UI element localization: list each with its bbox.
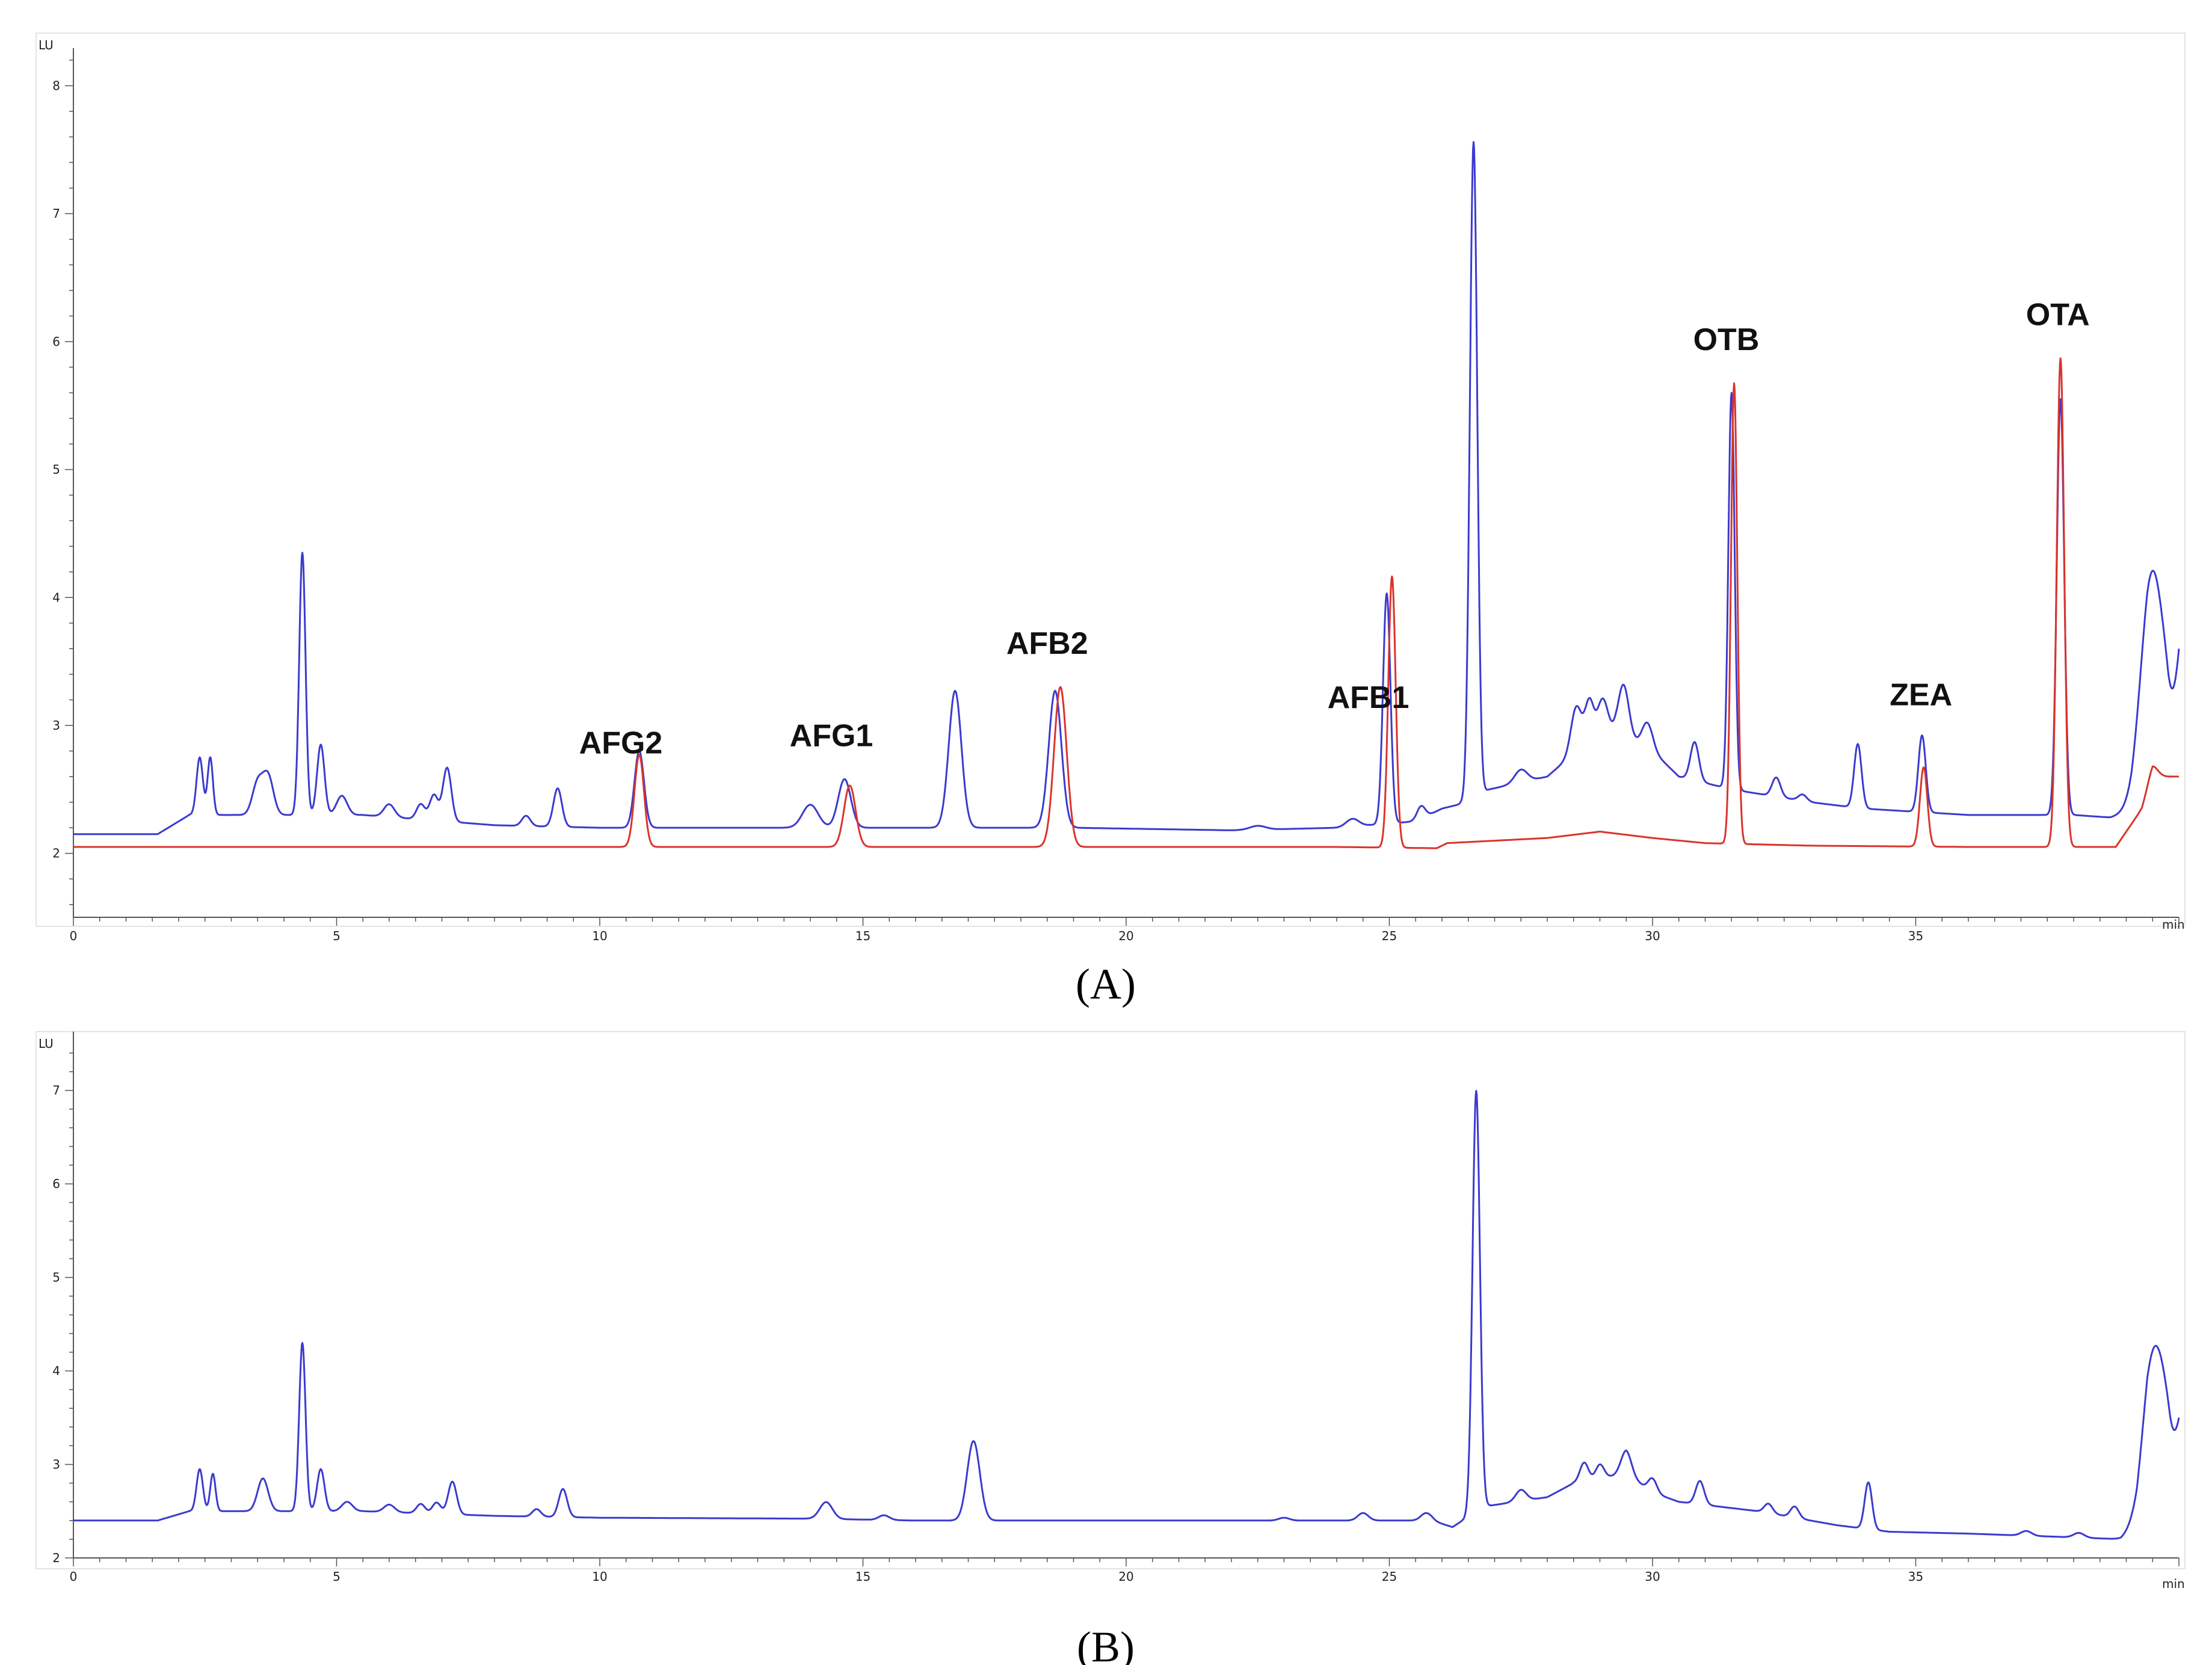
- x-tick-label: 5: [333, 929, 340, 943]
- panel-a-x-unit: min: [2162, 917, 2185, 932]
- x-tick-label: 10: [592, 1569, 607, 1584]
- y-tick-label: 4: [52, 1364, 60, 1378]
- standard-trace-line: [73, 357, 2180, 849]
- x-tick-label: 20: [1118, 929, 1133, 943]
- peak-label-afg2: AFG2: [579, 725, 663, 760]
- panel-b-label: (B): [1077, 1623, 1135, 1665]
- y-tick-label: 7: [52, 1083, 60, 1098]
- x-tick-label: 15: [855, 1569, 870, 1584]
- x-tick-label: 35: [1908, 1569, 1923, 1584]
- y-tick-label: 6: [52, 334, 60, 349]
- panel-a-y-unit: LU: [39, 38, 54, 52]
- peak-label-afb1: AFB1: [1328, 680, 1409, 715]
- x-tick-label: 30: [1645, 1569, 1660, 1584]
- x-tick-label: 25: [1382, 929, 1397, 943]
- panel-a-chromatogram: LU min 0 5 10 15 20 25 30 35 2 3 4 5 6 7 8 AFG2 AFG1 AFB…: [35, 32, 2186, 1008]
- y-tick-label: 5: [52, 463, 60, 477]
- panel-b-x-unit: min: [2162, 1577, 2185, 1591]
- sample-trace-line: [73, 141, 2180, 836]
- panel-a-frame: [35, 32, 2186, 927]
- x-tick-label: 20: [1118, 1569, 1133, 1584]
- panel-b-frame: [35, 1031, 2186, 1569]
- x-tick-label: 5: [333, 1569, 340, 1584]
- panel-a-label: (A): [1076, 960, 1136, 1008]
- x-tick-label: 0: [70, 929, 78, 943]
- sample-trace-line: [73, 1090, 2180, 1540]
- y-tick-label: 2: [52, 1551, 60, 1565]
- y-tick-label: 8: [52, 79, 60, 93]
- x-tick-label: 30: [1645, 929, 1660, 943]
- x-tick-label: 10: [592, 929, 607, 943]
- y-tick-label: 6: [52, 1177, 60, 1191]
- x-tick-label: 35: [1908, 929, 1923, 943]
- peak-label-afg1: AFG1: [790, 718, 873, 753]
- peak-label-otb: OTB: [1693, 322, 1760, 357]
- x-tick-label: 0: [70, 1569, 78, 1584]
- panel-b-chromatogram: LU min 0 5 10 15 20 25 30 35 2 3 4 5 6 7 (B): [35, 1031, 2186, 1665]
- y-tick-label: 5: [52, 1270, 60, 1285]
- y-tick-label: 3: [52, 1457, 60, 1472]
- y-tick-label: 3: [52, 718, 60, 733]
- y-tick-label: 4: [52, 590, 60, 605]
- peak-label-afb2: AFB2: [1006, 626, 1088, 661]
- x-tick-label: 15: [855, 929, 870, 943]
- peak-label-zea: ZEA: [1890, 678, 1952, 713]
- panel-b-y-unit: LU: [39, 1036, 54, 1051]
- x-tick-label: 25: [1382, 1569, 1397, 1584]
- y-tick-label: 7: [52, 206, 60, 221]
- y-tick-label: 2: [52, 846, 60, 861]
- peak-label-ota: OTA: [2026, 298, 2090, 333]
